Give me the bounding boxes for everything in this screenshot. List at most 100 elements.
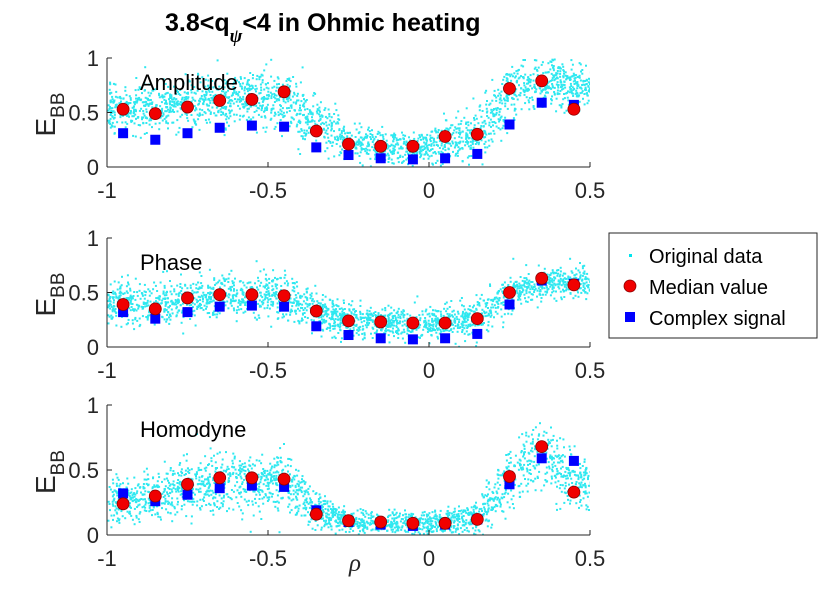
original-data-point (111, 98, 114, 101)
original-data-point (366, 321, 368, 324)
original-data-point (472, 146, 475, 149)
original-data-point (426, 144, 429, 147)
original-data-point (220, 106, 223, 109)
original-data-point (465, 132, 468, 135)
original-data-point (585, 78, 588, 81)
original-data-point (273, 92, 276, 95)
original-data-point (374, 135, 377, 138)
original-data-point (529, 74, 532, 77)
original-data-point (257, 302, 260, 305)
original-data-point (454, 320, 457, 322)
original-data-point (227, 117, 230, 120)
original-data-point (486, 314, 489, 317)
original-data-point (464, 340, 467, 343)
original-data-point (211, 99, 214, 102)
original-data-point (112, 307, 115, 310)
original-data-point (513, 109, 516, 112)
original-data-point (301, 307, 304, 309)
original-data-point (537, 66, 540, 69)
original-data-point (337, 305, 340, 308)
original-data-point (443, 329, 446, 332)
original-data-point (362, 530, 365, 533)
original-data-point (530, 293, 533, 296)
original-data-point (582, 285, 585, 288)
original-data-point (339, 133, 342, 136)
original-data-point (579, 63, 582, 66)
original-data-point (277, 311, 280, 314)
y-tick-label: 0 (87, 335, 99, 360)
original-data-point (239, 85, 242, 88)
original-data-point (315, 110, 318, 113)
original-data-point (124, 121, 127, 124)
original-data-point (289, 313, 292, 316)
original-data-point (210, 291, 213, 294)
original-data-point (212, 294, 215, 297)
original-data-point (199, 302, 201, 305)
original-data-point (115, 90, 118, 93)
original-data-point (196, 113, 199, 116)
original-data-point (301, 66, 304, 69)
original-data-point (138, 87, 141, 90)
original-data-point (388, 156, 391, 159)
original-data-point (551, 468, 554, 471)
original-data-point (147, 502, 150, 505)
original-data-point (196, 500, 199, 503)
original-data-point (129, 301, 132, 304)
original-data-point (273, 127, 276, 130)
original-data-point (456, 152, 459, 155)
original-data-point (335, 308, 337, 311)
original-data-point (173, 472, 176, 475)
original-data-point (216, 59, 219, 62)
original-data-point (423, 321, 426, 324)
original-data-point (212, 496, 215, 499)
original-data-point (557, 279, 560, 282)
original-data-point (203, 294, 206, 296)
original-data-point (553, 282, 556, 285)
original-data-point (525, 300, 527, 303)
original-data-point (359, 325, 362, 328)
original-data-point (563, 80, 566, 83)
original-data-point (555, 72, 558, 75)
original-data-point (198, 305, 201, 308)
original-data-point (274, 97, 277, 100)
original-data-point (196, 301, 199, 304)
original-data-point (181, 96, 184, 99)
original-data-point (142, 306, 145, 308)
original-data-point (584, 87, 587, 90)
original-data-point (180, 311, 183, 314)
original-data-point (238, 107, 241, 110)
original-data-point (134, 277, 137, 280)
original-data-point (577, 295, 580, 298)
original-data-point (222, 277, 225, 280)
original-data-point (195, 123, 198, 126)
original-data-point (436, 327, 438, 330)
original-data-point (581, 278, 584, 281)
original-data-point (147, 314, 150, 317)
original-data-point (326, 132, 329, 135)
original-data-point (161, 109, 163, 112)
original-data-point (493, 121, 496, 123)
original-data-point (503, 75, 506, 78)
original-data-point (579, 276, 582, 279)
original-data-point (211, 80, 214, 82)
original-data-point (369, 157, 372, 160)
original-data-point (316, 112, 319, 115)
original-data-point (342, 324, 345, 326)
original-data-point (260, 86, 263, 89)
original-data-point (465, 107, 468, 110)
original-data-point (262, 301, 265, 304)
original-data-point (246, 282, 249, 285)
original-data-point (262, 268, 265, 271)
original-data-point (458, 327, 461, 329)
original-data-point (267, 290, 270, 293)
original-data-point (281, 83, 284, 86)
original-data-point (516, 287, 519, 290)
original-data-point (419, 336, 421, 339)
original-data-point (169, 107, 172, 110)
original-data-point (326, 309, 329, 312)
original-data-point (426, 133, 429, 136)
original-data-point (259, 291, 261, 294)
original-data-point (471, 306, 474, 309)
original-data-point (175, 300, 178, 303)
original-data-point (469, 323, 472, 326)
